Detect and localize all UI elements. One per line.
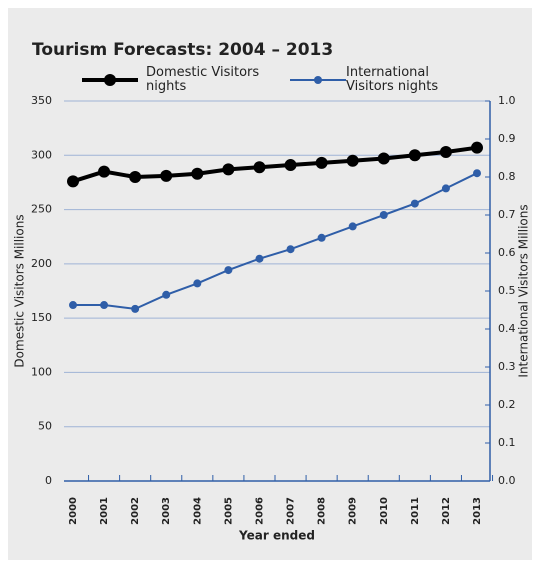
- x-tick-label: 2013: [472, 497, 483, 525]
- y2-tick-label: 0.9: [498, 132, 516, 145]
- y-axis-label: Domestic Visitors Millions: [13, 214, 27, 367]
- x-tick-label: 2004: [192, 497, 203, 525]
- x-tick-label: 2005: [223, 497, 234, 525]
- point: [315, 156, 328, 169]
- point: [377, 152, 390, 165]
- y-tick-label: 100: [31, 365, 52, 378]
- y-tick-label: 300: [31, 148, 52, 161]
- y2-tick-label: 0.1: [498, 436, 516, 449]
- y-tick-label: 250: [31, 203, 52, 216]
- y2-tick-label: 0.0: [498, 474, 516, 487]
- point: [253, 161, 266, 174]
- point: [162, 290, 171, 299]
- x-tick-label: 2000: [68, 497, 79, 525]
- panel: [8, 8, 532, 560]
- legend-label: Domestic Visitors nights: [146, 65, 260, 94]
- point: [69, 301, 77, 310]
- legend-marker: [314, 76, 322, 84]
- point: [379, 211, 388, 219]
- x-tick-label: 2008: [317, 497, 328, 525]
- y2-tick-label: 0.4: [498, 322, 516, 335]
- y2-tick-label: 0.7: [498, 208, 516, 221]
- point: [131, 304, 140, 313]
- x-tick-label: 2003: [161, 497, 172, 525]
- point: [222, 163, 235, 176]
- x-axis-label: Year ended: [238, 529, 315, 543]
- legend-marker: [104, 74, 116, 86]
- point: [284, 159, 297, 172]
- line-series: [73, 172, 478, 310]
- point: [286, 245, 295, 254]
- point: [346, 154, 359, 167]
- x-tick-label: 2009: [348, 497, 359, 525]
- point: [439, 146, 452, 159]
- x-tick-label: 2002: [130, 497, 141, 525]
- point: [224, 266, 233, 275]
- point: [408, 149, 421, 162]
- y-tick-label: 350: [31, 94, 52, 107]
- point: [98, 165, 111, 178]
- point: [193, 279, 202, 288]
- x-tick-label: 2012: [441, 497, 452, 525]
- point: [348, 222, 357, 231]
- y-tick-label: 0: [45, 474, 52, 487]
- y2-tick-label: 0.3: [498, 360, 516, 373]
- point: [473, 169, 481, 178]
- y2-tick-label: 0.5: [498, 284, 516, 297]
- y2-tick-label: 0.6: [498, 246, 516, 259]
- point: [441, 184, 450, 193]
- x-tick-label: 2006: [254, 497, 265, 525]
- y2-tick-label: 0.8: [498, 170, 516, 183]
- point: [160, 169, 173, 182]
- point: [100, 301, 109, 310]
- x-tick-label: 2007: [286, 497, 297, 525]
- point: [191, 167, 204, 180]
- point: [471, 141, 483, 154]
- point: [317, 233, 326, 242]
- x-tick-label: 2011: [410, 497, 421, 525]
- y2-axis-label: International Visitors Millions: [517, 204, 531, 377]
- chart-title: Tourism Forecasts: 2004 – 2013: [32, 40, 333, 60]
- y2-tick-label: 0.2: [498, 398, 516, 411]
- y2-tick-label: 1.0: [498, 94, 516, 107]
- x-tick-label: 2010: [379, 497, 390, 525]
- y-tick-label: 150: [31, 311, 52, 324]
- point: [255, 254, 264, 263]
- y-tick-label: 200: [31, 257, 52, 270]
- x-tick-label: 2001: [99, 497, 110, 525]
- point: [67, 175, 79, 188]
- point: [129, 171, 142, 183]
- y-tick-label: 50: [38, 420, 52, 433]
- legend-label: International Visitors nights: [346, 65, 439, 94]
- point: [410, 199, 419, 208]
